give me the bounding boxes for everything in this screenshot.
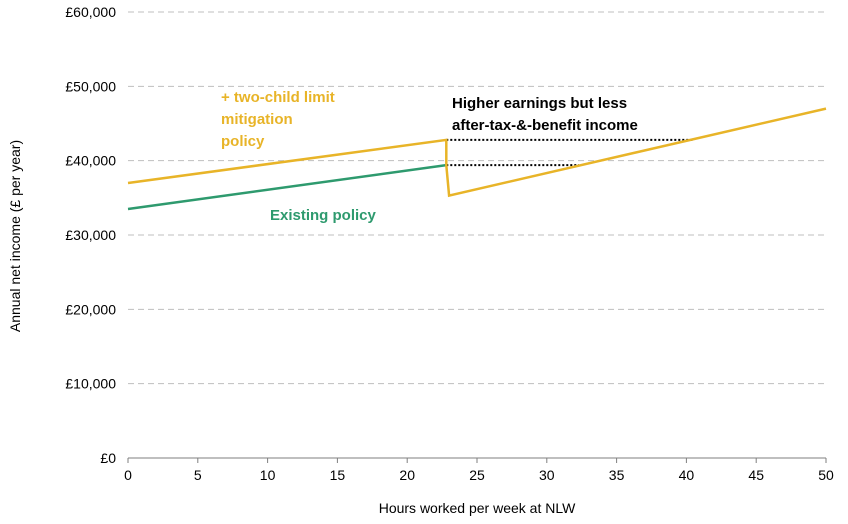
x-tick-label: 0 — [124, 467, 132, 483]
series-lines — [127, 107, 827, 211]
gridlines — [128, 11, 826, 385]
x-tick-label: 45 — [748, 467, 764, 483]
y-tick-label: £60,000 — [65, 4, 116, 20]
x-tick-label: 20 — [399, 467, 415, 483]
x-tick-label: 50 — [818, 467, 834, 483]
y-tick-label: £0 — [100, 450, 116, 466]
x-axis-title: Hours worked per week at NLW — [379, 500, 576, 516]
y-tick-labels: £0 £10,000 £20,000 £30,000 £40,000 £50,000 £60… — [65, 4, 116, 466]
annotation-mitigation-line-3: policy — [221, 133, 265, 150]
x-tick-label: 30 — [539, 467, 555, 483]
series-existing-policy — [127, 163, 447, 211]
y-tick-label: £20,000 — [65, 301, 116, 317]
x-tick-label: 15 — [330, 467, 346, 483]
annotation-mitigation-line-1: + two-child limit — [221, 89, 335, 106]
y-tick-label: £30,000 — [65, 227, 116, 243]
y-tick-label: £10,000 — [65, 376, 116, 392]
series-mitigation-policy — [127, 107, 827, 198]
x-tick-label: 5 — [194, 467, 202, 483]
annotation-existing-policy: Existing policy — [270, 207, 377, 224]
annotation-higher-earnings-line-2: after-tax-&-benefit income — [452, 117, 638, 134]
x-tick-label: 25 — [469, 467, 485, 483]
y-tick-label: £50,000 — [65, 78, 116, 94]
x-tick-label: 10 — [260, 467, 276, 483]
reference-lines — [446, 138, 694, 167]
y-tick-label: £40,000 — [65, 153, 116, 169]
y-axis-title: Annual net income (£ per year) — [7, 140, 23, 332]
annotation-mitigation-policy: + two-child limit mitigation policy — [221, 89, 339, 150]
x-tick-labels: 0 5 10 15 20 25 30 35 40 45 50 — [124, 467, 834, 483]
annotation-higher-earnings: Higher earnings but less after-tax-&-ben… — [452, 95, 638, 134]
annotation-higher-earnings-line-1: Higher earnings but less — [452, 95, 627, 112]
axes — [127, 457, 827, 463]
x-tick-label: 35 — [609, 467, 625, 483]
x-tick-label: 40 — [679, 467, 695, 483]
annotation-mitigation-line-2: mitigation — [221, 111, 293, 128]
